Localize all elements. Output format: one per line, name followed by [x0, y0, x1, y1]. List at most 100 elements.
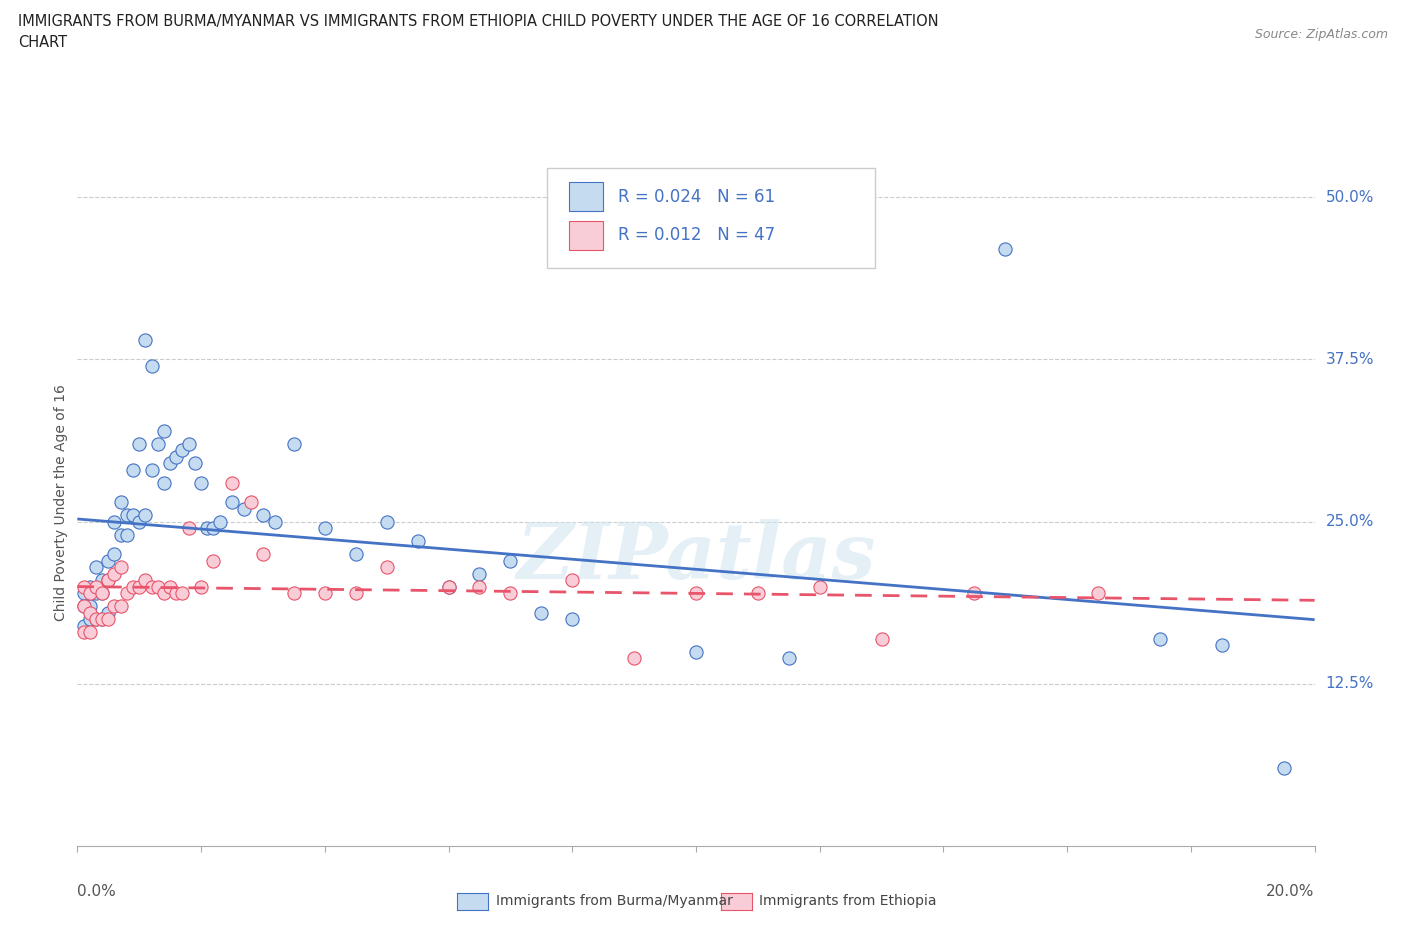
Text: 12.5%: 12.5%	[1326, 676, 1374, 692]
Point	[110, 560, 132, 575]
Point	[122, 508, 145, 523]
Point	[79, 599, 101, 614]
Point	[153, 475, 176, 490]
Point	[375, 514, 398, 529]
Point	[134, 508, 156, 523]
Point	[97, 573, 120, 588]
Point	[184, 456, 207, 471]
Point	[778, 651, 800, 666]
Point	[623, 651, 645, 666]
Point	[128, 436, 150, 451]
Point	[1211, 638, 1233, 653]
Point	[159, 579, 181, 594]
Point	[153, 586, 176, 601]
Point	[165, 449, 187, 464]
Point	[202, 553, 225, 568]
Point	[97, 605, 120, 620]
Text: R = 0.012   N = 47: R = 0.012 N = 47	[619, 226, 775, 245]
Point	[1272, 761, 1295, 776]
Point	[72, 586, 94, 601]
Point	[141, 462, 163, 477]
Point	[128, 514, 150, 529]
Text: ZIPatlas: ZIPatlas	[516, 519, 876, 595]
Point	[153, 423, 176, 438]
Point	[84, 612, 107, 627]
Point	[122, 579, 145, 594]
Point	[97, 573, 120, 588]
Point	[406, 534, 429, 549]
Point	[685, 644, 707, 659]
Point	[252, 508, 274, 523]
Point	[72, 579, 94, 594]
Point	[115, 586, 138, 601]
Point	[561, 573, 583, 588]
Point	[146, 436, 169, 451]
Point	[375, 560, 398, 575]
Text: IMMIGRANTS FROM BURMA/MYANMAR VS IMMIGRANTS FROM ETHIOPIA CHILD POVERTY UNDER TH: IMMIGRANTS FROM BURMA/MYANMAR VS IMMIGRA…	[18, 14, 939, 29]
Point	[177, 521, 200, 536]
Text: Source: ZipAtlas.com: Source: ZipAtlas.com	[1254, 28, 1388, 41]
Point	[141, 579, 163, 594]
Point	[747, 586, 769, 601]
Point	[1149, 631, 1171, 646]
Point	[103, 566, 125, 581]
Y-axis label: Child Poverty Under the Age of 16: Child Poverty Under the Age of 16	[55, 384, 69, 620]
Point	[172, 443, 194, 458]
Point	[103, 599, 125, 614]
Point	[72, 618, 94, 633]
Point	[808, 579, 831, 594]
Point	[202, 521, 225, 536]
Point	[283, 586, 305, 601]
Point	[122, 462, 145, 477]
Point	[110, 495, 132, 510]
Point	[91, 612, 114, 627]
Point	[344, 586, 367, 601]
Point	[870, 631, 893, 646]
Point	[499, 553, 522, 568]
Point	[468, 579, 491, 594]
Text: 50.0%: 50.0%	[1326, 190, 1374, 205]
FancyBboxPatch shape	[547, 168, 876, 268]
Point	[79, 605, 101, 620]
Point	[530, 605, 553, 620]
Point	[134, 332, 156, 347]
Point	[79, 579, 101, 594]
Point	[79, 612, 101, 627]
Point	[159, 456, 181, 471]
Point	[208, 514, 231, 529]
Point	[103, 514, 125, 529]
Point	[314, 586, 336, 601]
Point	[91, 586, 114, 601]
Point	[195, 521, 218, 536]
Point	[468, 566, 491, 581]
Point	[252, 547, 274, 562]
Point	[177, 436, 200, 451]
Text: 0.0%: 0.0%	[77, 884, 117, 899]
Point	[79, 625, 101, 640]
Point	[110, 527, 132, 542]
Point	[97, 553, 120, 568]
Point	[233, 501, 256, 516]
Point	[84, 586, 107, 601]
Point	[72, 599, 94, 614]
Text: Immigrants from Ethiopia: Immigrants from Ethiopia	[759, 894, 936, 909]
Point	[84, 612, 107, 627]
Point	[72, 625, 94, 640]
Text: CHART: CHART	[18, 35, 67, 50]
Point	[239, 495, 262, 510]
Point	[91, 612, 114, 627]
Point	[103, 547, 125, 562]
Point	[79, 586, 101, 601]
Point	[264, 514, 287, 529]
Point	[1087, 586, 1109, 601]
Point	[344, 547, 367, 562]
Point	[437, 579, 460, 594]
Point	[499, 586, 522, 601]
Point	[146, 579, 169, 594]
Text: 25.0%: 25.0%	[1326, 514, 1374, 529]
Point	[283, 436, 305, 451]
Text: Immigrants from Burma/Myanmar: Immigrants from Burma/Myanmar	[496, 894, 733, 909]
Point	[561, 612, 583, 627]
Point	[190, 579, 212, 594]
Point	[165, 586, 187, 601]
